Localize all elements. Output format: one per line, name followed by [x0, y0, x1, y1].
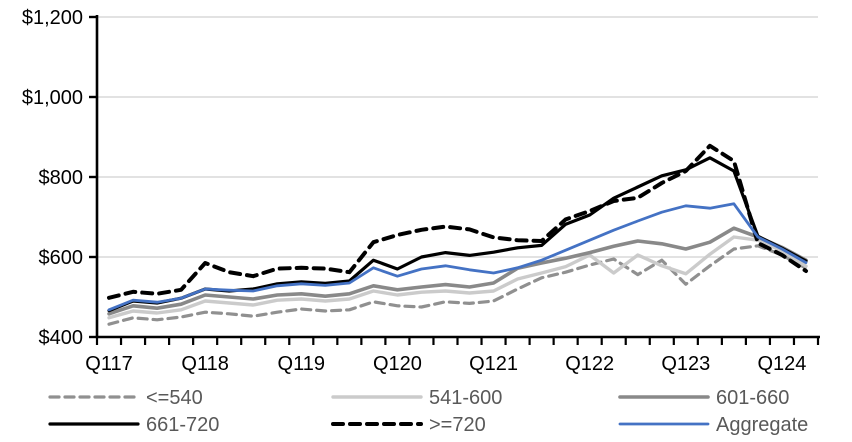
y-axis-tick-label: $1,000: [22, 87, 83, 109]
legend-item-aggregate: Aggregate: [618, 414, 808, 436]
legend-item-541-600: 541-600: [331, 387, 502, 409]
x-axis-tick-label: Q122: [565, 353, 614, 375]
legend-label: 541-600: [429, 387, 502, 409]
x-axis-tick-label: Q120: [373, 353, 422, 375]
chart-legend: <=540 541-600 601-660 661-720 >=720 Aggregate: [48, 387, 808, 436]
legend-item--720: >=720: [331, 414, 486, 436]
data-series: [107, 143, 808, 326]
x-axis-tick-label: Q117: [85, 353, 132, 375]
gridlines: [97, 16, 818, 258]
legend-item-601-660: 601-660: [618, 387, 789, 409]
legend-label: 661-720: [146, 414, 219, 436]
legend-label: 601-660: [716, 387, 789, 409]
series-line-aggregate: [107, 202, 808, 312]
legend-label: Aggregate: [716, 414, 808, 436]
series-line-601-660: [107, 226, 808, 316]
legend-label: >=720: [429, 414, 486, 436]
x-axis-tick-label: Q119: [278, 353, 325, 375]
y-axis-tick-label: $400: [39, 327, 84, 349]
x-axis-tick-label: Q121: [469, 353, 518, 375]
axes: [89, 15, 820, 345]
series-line--720: [107, 143, 808, 300]
y-axis-labels: $400 $600 $800 $1,000 $1,200: [22, 7, 83, 349]
series-line-541-600: [107, 235, 808, 320]
series-line--540: [107, 244, 808, 326]
x-axis-labels: Q117 Q118 Q119 Q120 Q121 Q122 Q123 Q124: [85, 353, 806, 375]
x-axis-tick-label: Q118: [181, 353, 228, 375]
y-axis-tick-label: $1,200: [22, 7, 83, 29]
y-axis-tick-label: $600: [39, 247, 84, 269]
legend-label: <=540: [146, 387, 203, 409]
legend-item-661-720: 661-720: [48, 414, 219, 436]
series-line-661-720: [107, 156, 808, 313]
x-axis-tick-label: Q124: [757, 353, 806, 375]
x-axis-tick-label: Q123: [661, 353, 710, 375]
legend-item--540: <=540: [48, 387, 203, 409]
y-axis-tick-label: $800: [39, 167, 84, 189]
